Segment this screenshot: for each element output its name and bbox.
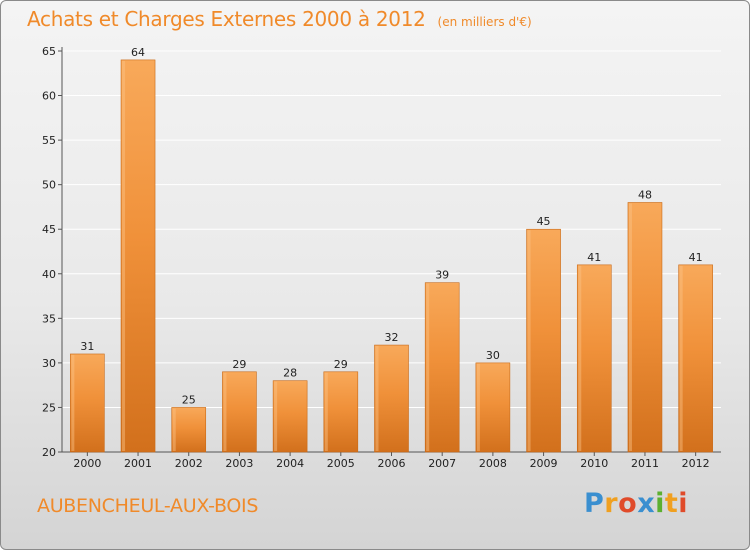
y-tick-label: 40 [42, 268, 56, 281]
value-label-2000: 31 [80, 340, 94, 353]
bar-highlight [628, 203, 632, 451]
bar-2010 [576, 264, 612, 453]
logo-letter: x [637, 488, 656, 519]
bar-highlight [578, 265, 582, 451]
bar-2006 [374, 344, 409, 453]
value-label-2001: 64 [131, 46, 145, 59]
value-label-2007: 39 [435, 269, 449, 282]
bar-2005 [323, 371, 359, 453]
value-label-2005: 29 [334, 358, 348, 371]
bar-highlight [122, 60, 126, 452]
labels: 31 64 25 29 28 29 32 39 30 45 41 48 41 [80, 46, 702, 407]
value-label-2003: 29 [232, 358, 246, 371]
bar-2004 [272, 380, 308, 453]
bar-highlight [527, 230, 531, 451]
value-label-2008: 30 [486, 349, 500, 362]
bar-2000 [70, 353, 105, 453]
x-tick-label-2007: 2007 [428, 457, 456, 470]
logo-letter: o [618, 488, 638, 519]
axes: 20 25 30 35 40 45 50 55 60 65 2000 2001 2002 2003 2004… [42, 45, 721, 470]
bar-2012 [678, 264, 713, 453]
x-tick-label-2005: 2005 [327, 457, 355, 470]
y-tick-label: 50 [42, 179, 56, 192]
bar-2001 [120, 59, 156, 453]
y-tick-label: 25 [42, 401, 56, 414]
y-tick-label: 30 [42, 357, 56, 370]
x-tick-label-2000: 2000 [73, 457, 101, 470]
bar-highlight [426, 283, 430, 451]
bar-highlight [375, 346, 379, 451]
logo-letter: i [678, 488, 689, 519]
logo-letter: i [655, 488, 665, 519]
title-line: Achats et Charges Externes 2000 à 2012 (e… [27, 7, 532, 31]
proxiti-logo: Proxiti [584, 488, 688, 519]
bar-highlight [71, 354, 75, 451]
logo-letter: t [664, 488, 679, 519]
y-tick-label: 45 [42, 223, 56, 236]
x-tick-label-2004: 2004 [276, 457, 304, 470]
x-tick-label-2001: 2001 [124, 457, 152, 470]
value-label-2010: 41 [587, 251, 601, 264]
value-label-2012: 41 [689, 251, 703, 264]
bars [70, 59, 713, 453]
value-label-2004: 28 [283, 367, 297, 380]
x-tick-label-2010: 2010 [580, 457, 608, 470]
value-label-2011: 48 [638, 188, 652, 201]
value-label-2002: 25 [182, 393, 196, 406]
bar-2003 [222, 371, 257, 453]
chart-subtitle: (en milliers d'€) [437, 15, 532, 29]
logo-letter: r [604, 488, 619, 519]
bar-highlight [274, 381, 278, 451]
x-tick-label-2012: 2012 [682, 457, 710, 470]
bar-2009 [526, 228, 561, 453]
place-name: AUBENCHEUL-AUX-BOIS [37, 495, 259, 517]
bar-highlight [476, 363, 480, 451]
x-tick-label-2006: 2006 [378, 457, 406, 470]
x-tick-label-2011: 2011 [631, 457, 659, 470]
bar-2002 [171, 407, 207, 453]
bar-2007 [424, 282, 460, 453]
logo-letter: P [584, 488, 605, 519]
bar-2011 [627, 202, 663, 453]
x-tick-label-2003: 2003 [225, 457, 253, 470]
y-tick-label: 35 [42, 312, 56, 325]
chart-title: Achats et Charges Externes 2000 à 2012 [27, 7, 426, 31]
bar-2008 [475, 362, 511, 453]
y-tick-label: 60 [42, 90, 56, 103]
bar-highlight [324, 372, 328, 451]
y-tick-label: 55 [42, 134, 56, 147]
x-tick-label-2008: 2008 [479, 457, 507, 470]
x-tick-label-2009: 2009 [530, 457, 558, 470]
bar-highlight [223, 372, 227, 451]
bar-highlight [172, 408, 176, 451]
value-label-2009: 45 [537, 215, 551, 228]
y-tick-label: 20 [42, 446, 56, 459]
value-label-2006: 32 [385, 331, 399, 344]
y-tick-label: 65 [42, 45, 56, 58]
x-tick-label-2002: 2002 [175, 457, 203, 470]
bar-highlight [679, 265, 683, 451]
